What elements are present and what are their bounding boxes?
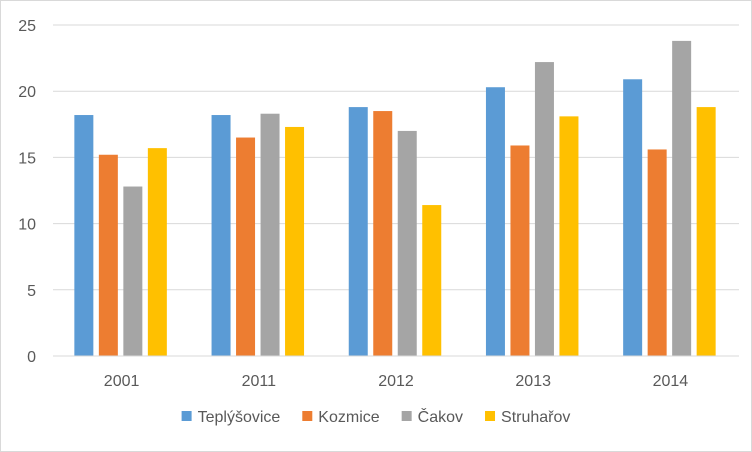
- legend-label: Čakov: [418, 407, 463, 426]
- x-tick-label: 2011: [242, 373, 277, 390]
- y-tick-label: 25: [18, 18, 36, 35]
- legend-item: Kozmice: [302, 409, 380, 426]
- legend-item: Struhařov: [485, 409, 570, 426]
- bar-struhařov-2014: [696, 107, 716, 356]
- x-tick-label: 2012: [378, 373, 414, 390]
- x-axis-tick-labels: 2001 2011 2012 2013 2014: [104, 373, 688, 390]
- legend-swatch: [401, 411, 412, 421]
- legend-label: Teplýšovice: [198, 409, 281, 426]
- legend-label: Kozmice: [318, 409, 379, 426]
- bar-čakov-2014: [672, 40, 692, 356]
- legend-item: Čakov: [401, 407, 463, 426]
- legend-swatch: [302, 411, 313, 421]
- bar-čakov-2013: [534, 62, 554, 356]
- y-tick-label: 5: [27, 283, 36, 300]
- legend-swatch: [181, 411, 192, 421]
- bar-teplýšovice-2012: [348, 107, 368, 356]
- bars: [74, 40, 716, 357]
- bar-kozmice-2001: [98, 154, 118, 356]
- legend: Teplýšovice Kozmice Čakov Struhařov: [181, 407, 570, 426]
- bar-teplýšovice-2011: [211, 115, 231, 356]
- bar-kozmice-2012: [373, 111, 393, 356]
- bar-teplýšovice-2014: [623, 79, 643, 356]
- bar-kozmice-2013: [510, 145, 530, 356]
- legend-item: Teplýšovice: [181, 409, 281, 426]
- bar-kozmice-2011: [236, 137, 256, 356]
- bar-kozmice-2014: [647, 149, 667, 356]
- bar-struhařov-2001: [147, 148, 167, 356]
- bar-struhařov-2011: [285, 126, 305, 356]
- y-axis-tick-labels: 0 5 10 15 20 25: [18, 18, 36, 366]
- y-tick-label: 10: [18, 217, 36, 234]
- y-tick-label: 15: [18, 150, 36, 167]
- y-tick-label: 0: [27, 349, 36, 366]
- legend-label: Struhařov: [501, 409, 570, 426]
- x-tick-label: 2013: [515, 373, 551, 390]
- y-tick-label: 20: [18, 84, 36, 101]
- x-tick-label: 2014: [653, 373, 689, 390]
- bar-teplýšovice-2001: [74, 115, 94, 356]
- bar-čakov-2001: [123, 186, 143, 356]
- bar-čakov-2012: [397, 130, 417, 356]
- x-tick-label: 2001: [104, 373, 140, 390]
- legend-swatch: [485, 411, 496, 421]
- bar-teplýšovice-2013: [485, 87, 505, 356]
- bar-čakov-2011: [260, 113, 280, 357]
- bar-struhařov-2012: [422, 205, 442, 356]
- bar-struhařov-2013: [559, 116, 579, 356]
